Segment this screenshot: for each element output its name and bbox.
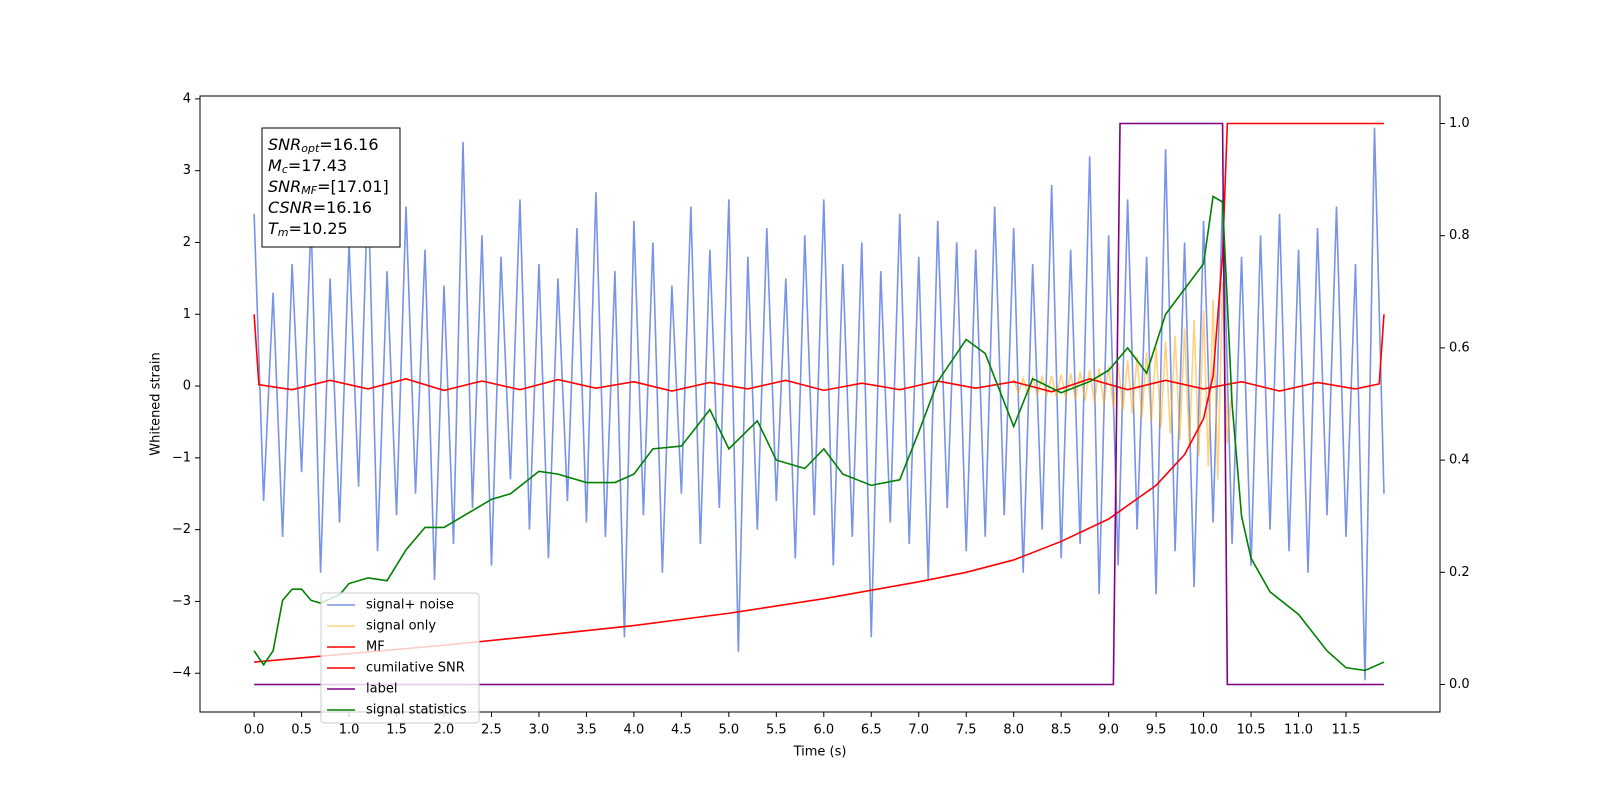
annotation-subscript: m	[278, 226, 289, 239]
x-tick-label: 6.0	[813, 723, 834, 738]
series-line	[253, 195, 1385, 672]
x-tick-label: 5.5	[766, 723, 787, 738]
x-tick-label: 4.0	[624, 723, 645, 738]
annotation-symbol: SNR	[268, 177, 301, 196]
plot-frame	[199, 95, 1441, 713]
x-axis-label: Time (s)	[793, 745, 847, 760]
series-line	[253, 127, 1385, 681]
annotation-value: =16.16	[313, 198, 372, 217]
legend-label: signal+ noise	[366, 598, 454, 613]
x-tick-label: 2.5	[481, 723, 502, 738]
y-tick-label: 3	[183, 163, 191, 178]
y-tick-label: −2	[172, 522, 191, 537]
y-tick-label: −4	[172, 666, 191, 681]
y-tick-label: −1	[172, 450, 191, 465]
y-tick-label: 1	[183, 307, 191, 322]
annotation: Mc=17.43	[268, 156, 347, 177]
x-tick-label: 3.5	[576, 723, 597, 738]
x-tick-label: 7.5	[956, 723, 977, 738]
x-tick-label: 1.0	[339, 723, 360, 738]
y2-tick-label: 0.4	[1449, 453, 1470, 468]
x-tick-label: 0.5	[291, 723, 312, 738]
x-tick-label: 1.5	[386, 723, 407, 738]
x-tick-label: 9.5	[1146, 723, 1167, 738]
x-tick-label: 6.5	[861, 723, 882, 738]
y2-tick-label: 0.0	[1449, 677, 1470, 692]
x-tick-label: 11.0	[1284, 723, 1313, 738]
x-tick-label: 2.0	[434, 723, 455, 738]
y2-tick-label: 1.0	[1449, 116, 1470, 131]
x-tick-label: 0.0	[244, 723, 265, 738]
legend-label: label	[366, 682, 397, 697]
annotation-symbol: SNR	[268, 135, 301, 154]
series-line	[254, 122, 1384, 663]
y-axis-label: Whitened strain	[149, 352, 164, 455]
x-tick-label: 4.5	[671, 723, 692, 738]
x-tick-label: 8.5	[1051, 723, 1072, 738]
y2-tick-label: 0.8	[1449, 228, 1470, 243]
annotation: SNRMF=[17.01]	[268, 177, 389, 198]
annotation-value: =10.25	[289, 219, 348, 238]
y-tick-label: 0	[183, 379, 191, 394]
y2-tick-label: 0.2	[1449, 565, 1470, 580]
annotation-value: =[17.01]	[317, 177, 389, 196]
annotation-value: =17.43	[288, 156, 347, 175]
annotation-value: =16.16	[319, 135, 378, 154]
y-tick-label: 4	[183, 91, 191, 106]
legend-label: cumilative SNR	[366, 661, 465, 676]
series-line	[254, 122, 1384, 686]
annotation: Tm=10.25	[268, 219, 348, 240]
series-line	[1012, 281, 1233, 480]
y-tick-label: 2	[183, 235, 191, 250]
legend-box	[320, 592, 480, 724]
legend-label: MF	[366, 640, 385, 655]
x-tick-label: 3.0	[529, 723, 550, 738]
x-tick-label: 10.5	[1237, 723, 1266, 738]
x-tick-label: 5.0	[719, 723, 740, 738]
annotation: SNRopt=16.16	[268, 135, 379, 156]
y2-tick-label: 0.6	[1449, 340, 1470, 355]
x-tick-label: 11.5	[1332, 723, 1361, 738]
annotation-box	[261, 127, 401, 248]
series-line	[253, 314, 1385, 393]
x-tick-label: 9.0	[1098, 723, 1119, 738]
annotation: CSNR=16.16	[268, 198, 372, 217]
annotation-subscript: c	[282, 163, 288, 176]
legend-label: signal only	[366, 619, 436, 634]
y-tick-label: −3	[172, 594, 191, 609]
annotation-symbol: T	[268, 219, 279, 238]
annotation-symbol: M	[268, 156, 282, 175]
annotation-subscript: MF	[301, 184, 317, 197]
legend-label: signal statistics	[366, 703, 467, 718]
x-tick-label: 7.0	[908, 723, 929, 738]
x-tick-label: 8.0	[1003, 723, 1024, 738]
annotation-subscript: opt	[301, 142, 320, 155]
annotation-symbol: CSNR	[268, 198, 313, 217]
x-tick-label: 10.0	[1189, 723, 1218, 738]
